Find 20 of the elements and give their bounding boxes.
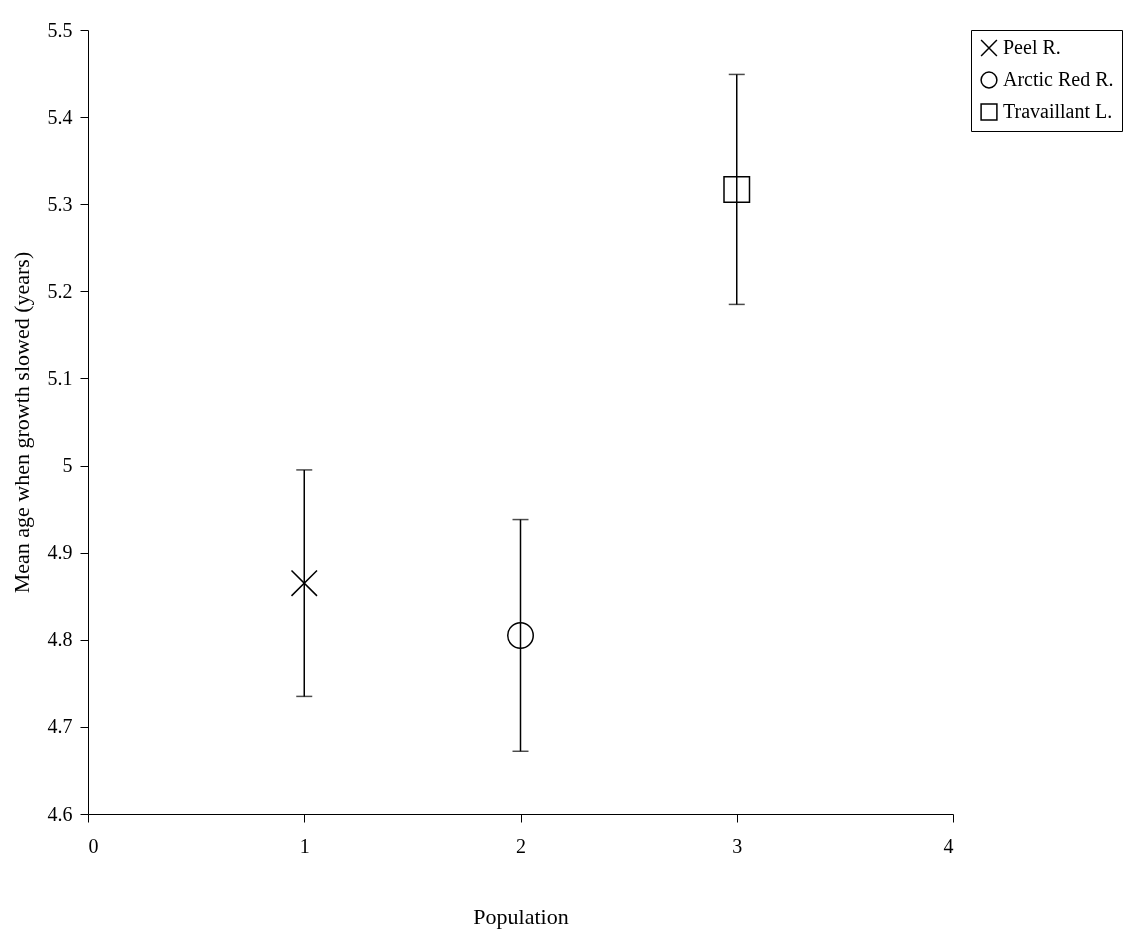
y-tick-label: 5.5 [47, 18, 73, 41]
y-tick-label: 4.8 [47, 628, 73, 651]
legend-label: Travaillant L. [1003, 100, 1113, 122]
x-axis-title: Population [473, 903, 569, 929]
legend-label: Arctic Red R. [1003, 68, 1114, 90]
y-tick-label: 4.9 [47, 541, 73, 564]
y-tick-label: 4.6 [47, 802, 73, 825]
x-tick-label: 1 [299, 834, 310, 857]
x-tick-label: 2 [516, 834, 526, 857]
y-tick-label: 5.3 [47, 192, 73, 215]
x-tick-label: 0 [88, 834, 99, 857]
y-tick-label: 5.2 [47, 279, 73, 302]
y-tick-label: 4.7 [47, 715, 73, 738]
legend-label: Peel R. [1003, 36, 1061, 58]
y-axis-title: Mean age when growth slowed (years) [8, 251, 34, 594]
y-tick-label: 5 [62, 454, 73, 477]
x-tick-label: 4 [943, 834, 954, 857]
y-tick-label: 5.4 [47, 105, 73, 128]
y-tick-label: 5.1 [47, 366, 73, 389]
x-tick-label: 3 [732, 834, 743, 857]
